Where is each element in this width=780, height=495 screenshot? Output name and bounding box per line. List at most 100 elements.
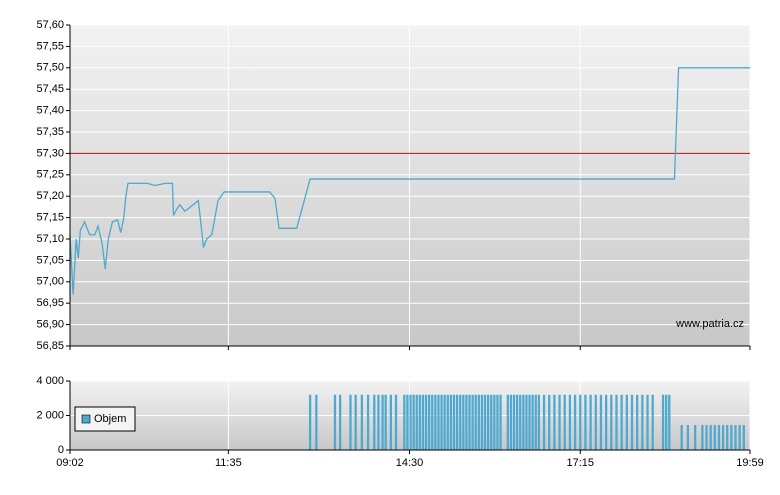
volume-bar: [421, 394, 425, 450]
volume-bar: [742, 424, 745, 450]
y-tick-label: 56,90: [36, 319, 64, 331]
y-tick-label: 56,95: [36, 297, 64, 309]
volume-bar: [641, 394, 644, 450]
volume-bar: [506, 394, 509, 450]
volume-bar: [525, 394, 528, 450]
volume-bar: [389, 394, 392, 450]
volume-bar: [620, 394, 623, 450]
volume-bar: [415, 394, 418, 450]
volume-bar: [308, 394, 312, 450]
volume-bar: [455, 394, 459, 450]
volume-bar: [563, 394, 566, 450]
plot-area: [70, 25, 750, 346]
volume-bar: [418, 394, 421, 450]
volume-bar: [381, 394, 384, 450]
volume-bar: [480, 394, 484, 450]
volume-bar: [709, 424, 712, 450]
volume-bar: [428, 394, 431, 450]
volume-bar: [373, 394, 376, 450]
volume-bar: [589, 394, 592, 450]
volume-bar: [519, 394, 522, 450]
y-tick-label: 57,30: [36, 147, 64, 159]
volume-bar: [483, 394, 487, 450]
y-tick-label: 57,45: [36, 83, 64, 95]
volume-bar: [443, 394, 446, 450]
volume-bar: [537, 394, 540, 450]
y-tick-label: 57,05: [36, 254, 64, 266]
volume-bar: [604, 394, 608, 450]
y-tick-label: 56,85: [36, 340, 64, 352]
volume-bar: [493, 394, 496, 450]
y-tick-label: 57,40: [36, 105, 64, 117]
volume-bar: [630, 394, 634, 450]
volume-bar: [465, 394, 468, 450]
y-tick-label: 57,15: [36, 212, 64, 224]
volume-bar: [651, 394, 654, 450]
volume-bar: [468, 394, 471, 450]
x-tick-label: 14:30: [396, 457, 424, 469]
volume-bar: [573, 394, 577, 450]
volume-bar: [512, 394, 516, 450]
volume-bar: [553, 394, 556, 450]
legend-label: Objem: [94, 413, 126, 425]
volume-bar: [599, 394, 603, 450]
volume-bar: [412, 394, 415, 450]
y-tick-label: 57,00: [36, 276, 64, 288]
volume-bar: [661, 394, 665, 450]
volume-bar: [431, 394, 434, 450]
volume-bar: [366, 394, 370, 450]
y-tick-label: 0: [58, 444, 64, 456]
volume-bar: [610, 394, 613, 450]
volume-bar: [406, 394, 409, 450]
volume-bar: [668, 394, 671, 450]
volume-bar: [717, 424, 721, 450]
volume-bar: [701, 424, 704, 450]
volume-bar: [452, 394, 456, 450]
volume-bar: [579, 394, 582, 450]
volume-bar: [471, 394, 474, 450]
volume-bar: [446, 394, 449, 450]
y-tick-label: 57,25: [36, 169, 64, 181]
volume-bar: [462, 394, 465, 450]
volume-bar: [477, 394, 480, 450]
volume-bar: [394, 394, 398, 450]
volume-bar: [558, 394, 561, 450]
volume-bar: [522, 394, 525, 450]
volume-bar: [528, 394, 531, 450]
y-tick-label: 57,20: [36, 190, 64, 202]
volume-bar: [594, 394, 597, 450]
y-tick-label: 57,50: [36, 62, 64, 74]
volume-bar: [434, 394, 437, 450]
volume-bar: [646, 394, 649, 450]
volume-bar: [333, 394, 337, 450]
volume-bar: [738, 424, 741, 450]
volume-bar: [377, 394, 380, 450]
volume-bar: [360, 394, 364, 450]
volume-bar: [424, 394, 428, 450]
volume-bar: [515, 394, 519, 450]
volume-bar: [686, 424, 690, 450]
volume-bar: [384, 394, 387, 450]
volume-bar: [315, 394, 318, 450]
volume-bar: [705, 424, 708, 450]
volume-bar: [437, 394, 440, 450]
x-tick-label: 17:15: [566, 457, 594, 469]
volume-bar: [734, 424, 737, 450]
volume-bar: [354, 394, 357, 450]
volume-bar: [338, 394, 342, 450]
volume-bar: [636, 394, 639, 450]
volume-bar: [542, 394, 546, 450]
volume-bar: [440, 394, 443, 450]
volume-bar: [531, 394, 534, 450]
volume-bar: [487, 394, 490, 450]
volume-bar: [403, 394, 406, 450]
y-tick-label: 57,60: [36, 19, 64, 31]
volume-bar: [694, 424, 697, 450]
volume-bar: [713, 424, 716, 450]
volume-bar: [509, 394, 513, 450]
volume-bar: [349, 394, 352, 450]
volume-bar: [730, 424, 733, 450]
volume-bar: [721, 424, 725, 450]
legend-swatch: [81, 414, 91, 424]
